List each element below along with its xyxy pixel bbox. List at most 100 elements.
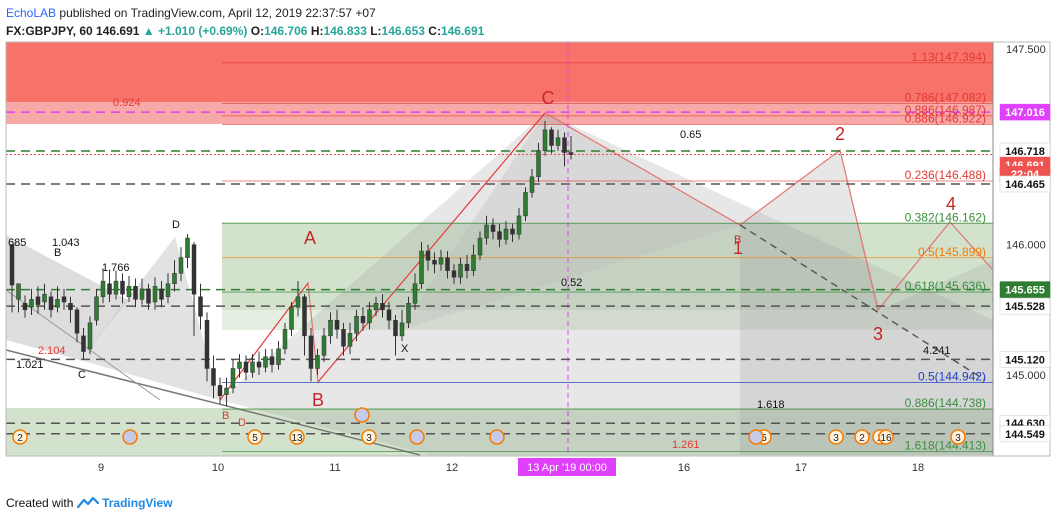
time-tick-label: 12 (446, 462, 458, 474)
candle-body (419, 250, 424, 284)
event-badges[interactable]: 251335322163 (12, 407, 966, 445)
uk-flag-event-icon (354, 407, 370, 423)
event-badge-count: 3 (833, 433, 839, 444)
price-tag-box (999, 425, 1051, 443)
symbol-name: FX:GBPJPY, 60 (6, 24, 93, 38)
candle-body (386, 309, 392, 321)
pattern-label: C (78, 369, 86, 381)
candle-body (380, 303, 385, 311)
time-axis[interactable]: 9 10 11 12 13 Apr '19 00:00 16 17 18 (98, 458, 924, 476)
green-retracement-zone-lower (222, 310, 993, 330)
candle-body (289, 306, 294, 330)
wave-label: 4 (946, 194, 956, 214)
time-cursor-box (518, 458, 616, 476)
candle-body (464, 263, 470, 271)
publish-info: published on TradingView.com, April 12, … (59, 6, 376, 20)
pattern-label: 685 (8, 237, 26, 249)
harmonic-pattern-right (740, 150, 993, 455)
candle-body (458, 263, 463, 278)
price-tag-label: 146.718 (1005, 146, 1045, 158)
candle-body (568, 152, 574, 155)
footer: Created with TradingView (6, 496, 173, 510)
candle-body (536, 150, 541, 178)
pattern-label: 1.766 (102, 262, 130, 274)
candle-series (9, 120, 574, 407)
event-badge-count: 5 (252, 433, 258, 444)
uk-flag-event-icon (409, 429, 425, 445)
event-badge-icon (878, 429, 894, 445)
pattern-shapes (6, 42, 993, 456)
event-badge-count: 16 (880, 433, 892, 444)
pattern-label: D (238, 417, 246, 429)
low-label: L: (370, 24, 382, 38)
uk-flag-event-icon (489, 429, 505, 445)
wave-c-line (317, 112, 546, 383)
candle-body (477, 237, 483, 256)
candle-body (55, 299, 60, 308)
candle-body (185, 237, 190, 258)
price-tick-label: 145.000 (1006, 370, 1046, 382)
fib-level-label: 1.618(144.413) (905, 439, 986, 453)
pattern-label: B (734, 234, 741, 246)
chart-annotations: 0.886(147.736) 1.13(147.394) 0.786(147.082… (8, 50, 986, 453)
fib-level-label: 0.786(147.082) (905, 91, 986, 105)
harmonic-pattern-inner (400, 113, 740, 330)
candle-body (282, 329, 288, 350)
price-tag-box (999, 103, 1051, 121)
pattern-label: B (54, 247, 61, 259)
time-tick-label: 9 (98, 462, 104, 474)
candle-body (35, 296, 41, 305)
price-tag-box (999, 351, 1051, 368)
wave-label: B (312, 390, 324, 410)
candle-body (126, 286, 132, 298)
candle-body (542, 129, 548, 151)
candle-body (100, 280, 106, 298)
candle-body (42, 293, 47, 303)
candle-body (139, 288, 145, 300)
fib-level-label: 0.5(144.942) (918, 370, 986, 384)
price-tag-label: 146.465 (1005, 179, 1045, 191)
candle-body (471, 254, 476, 271)
candle-body (432, 259, 437, 265)
candle-body (120, 280, 125, 295)
fib-level-label: 1.13(147.394) (911, 50, 986, 64)
pattern-label: 4.241 (923, 345, 951, 357)
candle-body (48, 296, 54, 311)
author-brand[interactable]: EchoLAB (6, 6, 57, 20)
price-tag-label: 145.120 (1005, 354, 1045, 366)
candle-body (146, 288, 151, 304)
event-badge-icon (854, 429, 870, 445)
fib-level-label: 0.886(146.922) (905, 111, 986, 125)
low-value: 146.653 (381, 24, 425, 38)
event-badge-icon (12, 429, 28, 445)
pattern-label: 0.52 (561, 277, 582, 289)
wave-label: A (304, 228, 316, 248)
open-value: 146.706 (264, 24, 308, 38)
wave-label: 1 (733, 238, 743, 258)
candle-body (516, 215, 522, 235)
price-axis[interactable]: 147.500147.000146.500146.000145.500145.0… (999, 44, 1051, 443)
time-tick-label: 11 (329, 462, 340, 474)
candle-body (490, 224, 496, 232)
zones-layer (6, 42, 993, 456)
tradingview-brand[interactable]: TradingView (102, 496, 173, 510)
price-tag-box (999, 175, 1051, 193)
candle-body (503, 228, 509, 240)
candle-body (438, 257, 444, 265)
pattern-label: 0.924 (113, 97, 141, 109)
wave-label: C (542, 88, 555, 108)
candle-body (497, 231, 502, 240)
price-change: ▲ +1.010 (+0.69%) (142, 24, 248, 38)
pattern-label: 1.021 (16, 359, 44, 371)
time-tick-label: 17 (795, 462, 807, 474)
event-badge-count: 2 (17, 433, 23, 444)
candle-body (22, 303, 28, 311)
last-price: 146.691 (96, 24, 140, 38)
candle-body (256, 361, 262, 368)
candle-body (354, 316, 359, 334)
price-tag-box (999, 297, 1051, 315)
plot-area[interactable]: 0.886(147.736) 1.13(147.394) 0.786(147.082… (6, 5, 993, 456)
candle-body (68, 303, 73, 311)
candle-body (263, 356, 268, 368)
